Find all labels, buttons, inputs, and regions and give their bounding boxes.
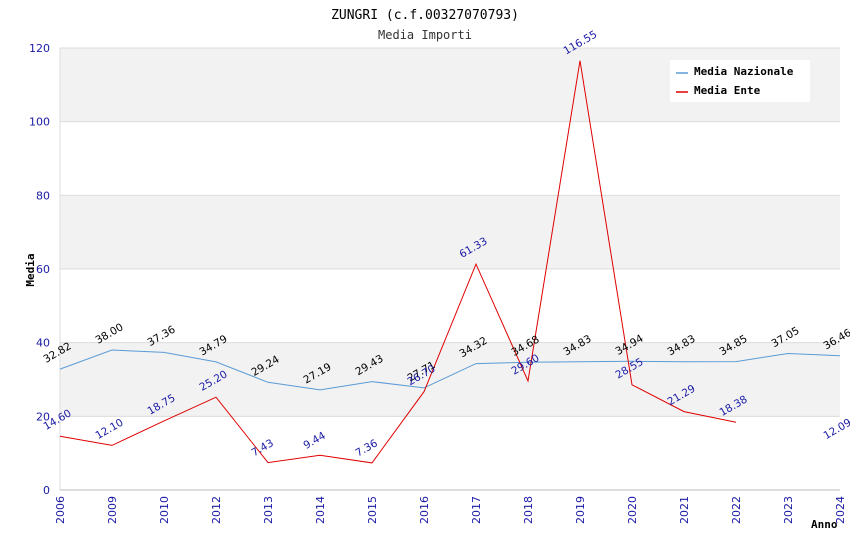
- x-tick-label: 2017: [470, 496, 483, 524]
- y-tick-label: 100: [29, 116, 50, 129]
- y-tick-label: 60: [36, 263, 50, 276]
- x-axis-label: Anno: [811, 518, 838, 531]
- band-20: [60, 342, 840, 417]
- legend-box: [670, 60, 810, 102]
- band-80: [60, 121, 840, 196]
- x-tick-label: 2014: [314, 496, 327, 524]
- x-tick-label: 2018: [522, 496, 535, 524]
- y-tick-label: 0: [43, 484, 50, 497]
- y-tick-label: 40: [36, 337, 50, 350]
- series-line-media-nazionale: [59, 349, 841, 391]
- x-tick-label: 2021: [678, 496, 691, 524]
- band-0: [60, 416, 840, 490]
- x-tick-label: 2020: [626, 496, 639, 524]
- legend-label-media-ente: Media Ente: [694, 84, 761, 97]
- band-60: [60, 195, 840, 269]
- x-tick-label: 2019: [574, 496, 587, 524]
- x-tick-label: 2009: [106, 496, 119, 524]
- x-tick-label: 2012: [210, 496, 223, 524]
- legend-label-media-nazionale: Media Nazionale: [694, 65, 794, 78]
- legend: Media Nazionale Media Ente: [670, 60, 810, 102]
- x-tick-label: 2022: [730, 496, 743, 524]
- y-tick-labels: 0 20 40 60 80 100 120: [29, 42, 50, 497]
- x-tick-label: 2010: [158, 496, 171, 524]
- band-40: [60, 269, 840, 343]
- series-lines: [59, 60, 841, 464]
- chart-subtitle: Media Importi: [378, 28, 472, 42]
- y-axis-label: Media: [24, 253, 37, 286]
- x-tick-label: 2013: [262, 496, 275, 524]
- x-tick-label: 2024: [834, 496, 847, 524]
- x-tick-label: 2023: [782, 496, 795, 524]
- y-tick-label: 120: [29, 42, 50, 55]
- series-line-media-ente: [59, 60, 737, 464]
- x-tick-labels: 2006 2009 2010 2012 2013 2014 2015 2016 2017 2018…: [54, 496, 847, 524]
- y-tick-label: 20: [36, 410, 50, 423]
- x-tick-label: 2016: [418, 496, 431, 524]
- x-tick-label: 2015: [366, 496, 379, 524]
- chart-title: ZUNGRI (c.f.00327070793): [331, 8, 519, 23]
- x-tick-label: 2006: [54, 496, 67, 524]
- y-tick-label: 80: [36, 189, 50, 202]
